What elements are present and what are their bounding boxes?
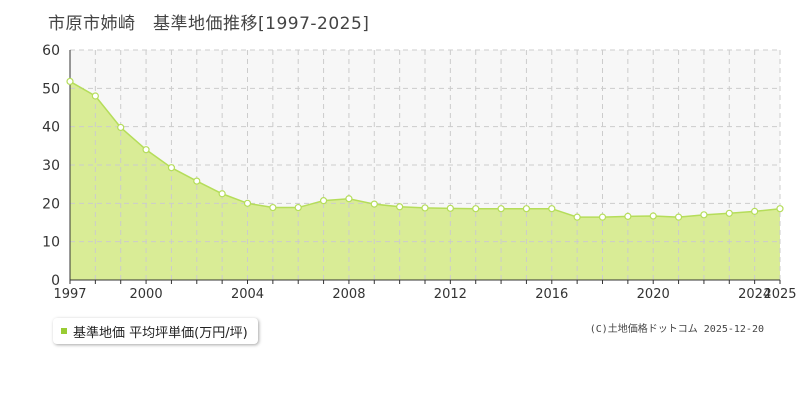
data-point [472,205,480,213]
data-point [776,205,784,213]
data-point [345,195,353,203]
data-point [751,207,759,215]
data-point [548,205,556,213]
x-tick-label: 2024 [738,287,771,302]
y-tick-label: 50 [42,81,60,97]
data-point [193,177,201,185]
data-point [91,92,99,100]
x-tick-label: 1997 [53,287,86,302]
data-point [269,203,277,212]
legend-swatch [61,328,67,334]
data-point [573,213,581,221]
data-point [624,212,632,220]
data-point [218,190,226,198]
data-point [649,212,657,220]
chart-title: 市原市姉崎 基準地価推移[1997-2025] [48,14,370,34]
data-point [142,146,150,154]
data-point [319,197,328,205]
data-point [117,123,125,132]
legend-label: 基準地価 平均坪単価(万円/坪) [73,325,248,341]
y-tick-label: 40 [42,120,60,136]
data-point [725,209,733,217]
data-point [446,204,454,212]
data-point [674,213,683,221]
data-point [497,205,505,213]
y-tick-label: 10 [42,235,60,251]
data-point [66,77,74,86]
data-point [167,164,176,172]
legend: 基準地価 平均坪単価(万円/坪) [53,318,258,344]
data-point [522,205,531,213]
data-point [370,200,378,208]
x-tick-label: 2004 [231,287,264,302]
copyright-credit: (C)土地価格ドットコム 2025-12-20 [589,324,764,335]
y-tick-label: 0 [51,273,60,289]
data-point [294,203,302,212]
data-point [598,213,607,221]
x-tick-label: 2008 [332,287,365,302]
x-tick-label: 2012 [434,287,467,302]
data-point [700,211,708,219]
y-tick-label: 20 [42,196,60,212]
x-tick-label: 2016 [535,287,568,302]
data-point [421,204,429,212]
data-point [243,199,252,207]
x-tick-label: 2020 [637,287,670,302]
data-point [396,203,404,211]
y-tick-label: 30 [42,158,60,174]
x-tick-label: 2000 [130,287,163,302]
y-tick-label: 60 [42,43,60,59]
x-tick-label: 2025 [763,287,796,302]
